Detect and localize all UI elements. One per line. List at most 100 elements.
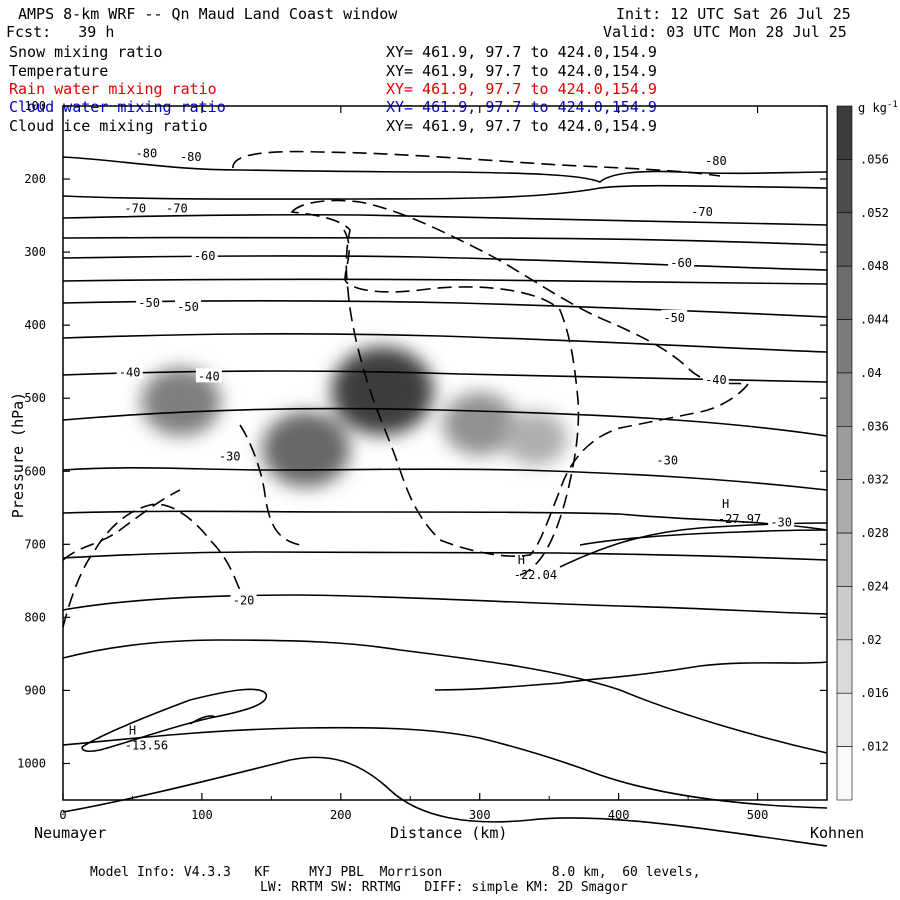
isotherm--20-c [62, 726, 828, 809]
isotherm--80-b [62, 184, 828, 200]
isotherm-labels: -80 -80 -80 -70 -70 -70 -60 -60 -50 -50 -50 -40 -40 -… [116, 145, 795, 608]
colorbar-segment-7 [836, 479, 853, 534]
isotherm-label-bg-16 [768, 514, 795, 529]
isotherm-label-6: -60 [194, 249, 216, 263]
isotherm-label-bg-17 [230, 592, 257, 607]
colorbar-segment-10 [836, 639, 853, 694]
y-tick-label-100: 100 [24, 99, 46, 113]
isotherm-label-5: -70 [691, 205, 713, 219]
isotherm-label-bg-10 [661, 309, 688, 324]
cloud-ice-outline-b [290, 199, 750, 557]
isotherm--60-b [62, 278, 828, 285]
isotherm-label-bg-5 [688, 203, 715, 218]
legend-name-snow: Snow mixing ratio [9, 43, 163, 61]
init-time: Init: 12 UTC Sat 26 Jul 25 [616, 5, 851, 23]
y-tick-label-400: 400 [24, 318, 46, 332]
isotherm-label-bg-7 [668, 255, 695, 270]
colorbar-segment-11 [836, 692, 853, 747]
legend-xy-cloud-ice: XY= 461.9, 97.7 to 424.0,154.9 [386, 117, 657, 135]
isotherm-label-16: -30 [770, 515, 792, 529]
x-tick-label-400: 400 [608, 808, 630, 822]
snow-blob-2 [331, 346, 434, 436]
colorbar-unit: g kg-1 [858, 100, 898, 115]
isotherm--30-f [579, 529, 828, 546]
legend-name-cloud-water: Cloud water mixing ratio [9, 98, 226, 116]
isotherm-label-bg-15 [654, 452, 681, 467]
colorbar-label-5: .032 [860, 473, 889, 487]
isotherm--60-a [62, 255, 828, 271]
isotherm-label-10: -50 [663, 311, 685, 325]
isotherm--30-c [62, 551, 828, 561]
isotherm-label-bg-8 [136, 295, 163, 310]
chart-title: AMPS 8-km WRF -- Qn Maud Land Coast wind… [18, 5, 398, 23]
isotherm--70-b [62, 236, 828, 246]
colorbar-label-7: .04 [860, 366, 882, 380]
isotherm-label-15: -30 [656, 453, 678, 467]
colorbar-label-8: .044 [860, 313, 889, 327]
isotherm-label-17: -20 [233, 594, 255, 608]
isotherm--20-b [62, 639, 828, 754]
isotherm--30-b [62, 510, 828, 531]
x-tick-label-200: 200 [330, 808, 352, 822]
y-tick-label-900: 900 [24, 683, 46, 697]
colorbar: .012 .016 .02 .024 .028 .032 .036 .04 .044 .048 .0… [836, 100, 898, 801]
colorbar-label-2: .02 [860, 633, 882, 647]
snow-blob-1 [262, 411, 351, 488]
isotherm-label-11: -40 [119, 366, 141, 380]
colorbar-segment-0 [836, 105, 853, 160]
high-value-1: -22.04 [514, 568, 557, 582]
colorbar-segment-1 [836, 159, 853, 214]
isotherm--40-b [62, 407, 828, 437]
high-marker-1: H [518, 553, 525, 567]
isotherm-label-4: -70 [166, 201, 188, 215]
isotherm-label-12: -40 [198, 369, 220, 383]
isotherm-label-bg-14 [216, 448, 243, 463]
colorbar-segment-6 [836, 426, 853, 480]
forecast-hour: Fcst: 39 h [6, 23, 115, 41]
cloud-ice-outline-c [343, 229, 580, 576]
y-tick-label-700: 700 [24, 537, 46, 551]
colorbar-segment-3 [836, 265, 853, 320]
legend-name-rain: Rain water mixing ratio [9, 80, 217, 98]
colorbar-label-11: .056 [860, 152, 889, 166]
colorbar-segment-2 [836, 212, 853, 267]
colorbar-segment-8 [836, 532, 853, 587]
colorbar-label-3: .024 [860, 579, 889, 593]
isotherm-closed-low [81, 688, 267, 753]
x-tick-label-500: 500 [747, 808, 769, 822]
plot-border [62, 105, 828, 801]
y-tick-label-600: 600 [24, 464, 46, 478]
isotherm-label-bg-9 [175, 298, 202, 313]
legend-xy-snow: XY= 461.9, 97.7 to 424.0,154.9 [386, 43, 657, 61]
colorbar-label-1: .016 [860, 686, 889, 700]
high-value-0: -27.97 [718, 512, 761, 526]
temperature-contours [62, 156, 828, 847]
y-tick-label-800: 800 [24, 610, 46, 624]
cloud-ice-outline-e [239, 424, 301, 546]
temperature-maxima: H-27.97H-22.04H-13.56 [125, 497, 762, 752]
y-axis-title: Pressure (hPa) [9, 391, 27, 519]
snow-blob-0 [141, 367, 222, 437]
high-value-2: -13.56 [125, 738, 168, 752]
isotherm-label-3: -70 [124, 201, 146, 215]
isotherm-label-7: -60 [670, 256, 692, 270]
isotherm-label-13: -40 [705, 373, 727, 387]
colorbar-segment-9 [836, 586, 853, 641]
legend-xy-temperature: XY= 461.9, 97.7 to 424.0,154.9 [386, 62, 657, 80]
isotherm-label-bg-0 [133, 145, 160, 160]
isotherm-inner [189, 715, 216, 725]
isotherm--30-a [62, 466, 828, 491]
isotherm--20-a [62, 594, 828, 615]
isotherm--30-e [559, 522, 828, 568]
isotherm-label-0: -80 [136, 146, 158, 160]
legend-name-temperature: Temperature [9, 62, 109, 80]
isotherm-label-14: -30 [219, 450, 241, 464]
high-marker-2: H [129, 723, 136, 737]
isotherm-label-bg-13 [702, 371, 729, 386]
legend-xy-cloud-water: XY= 461.9, 97.7 to 424.0,154.9 [386, 98, 657, 116]
legend-xy-rain: XY= 461.9, 97.7 to 424.0,154.9 [386, 80, 657, 98]
colorbar-label-4: .028 [860, 526, 889, 540]
colorbar-label-9: .048 [860, 259, 889, 273]
snow-mixing-ratio-shading [141, 346, 568, 488]
